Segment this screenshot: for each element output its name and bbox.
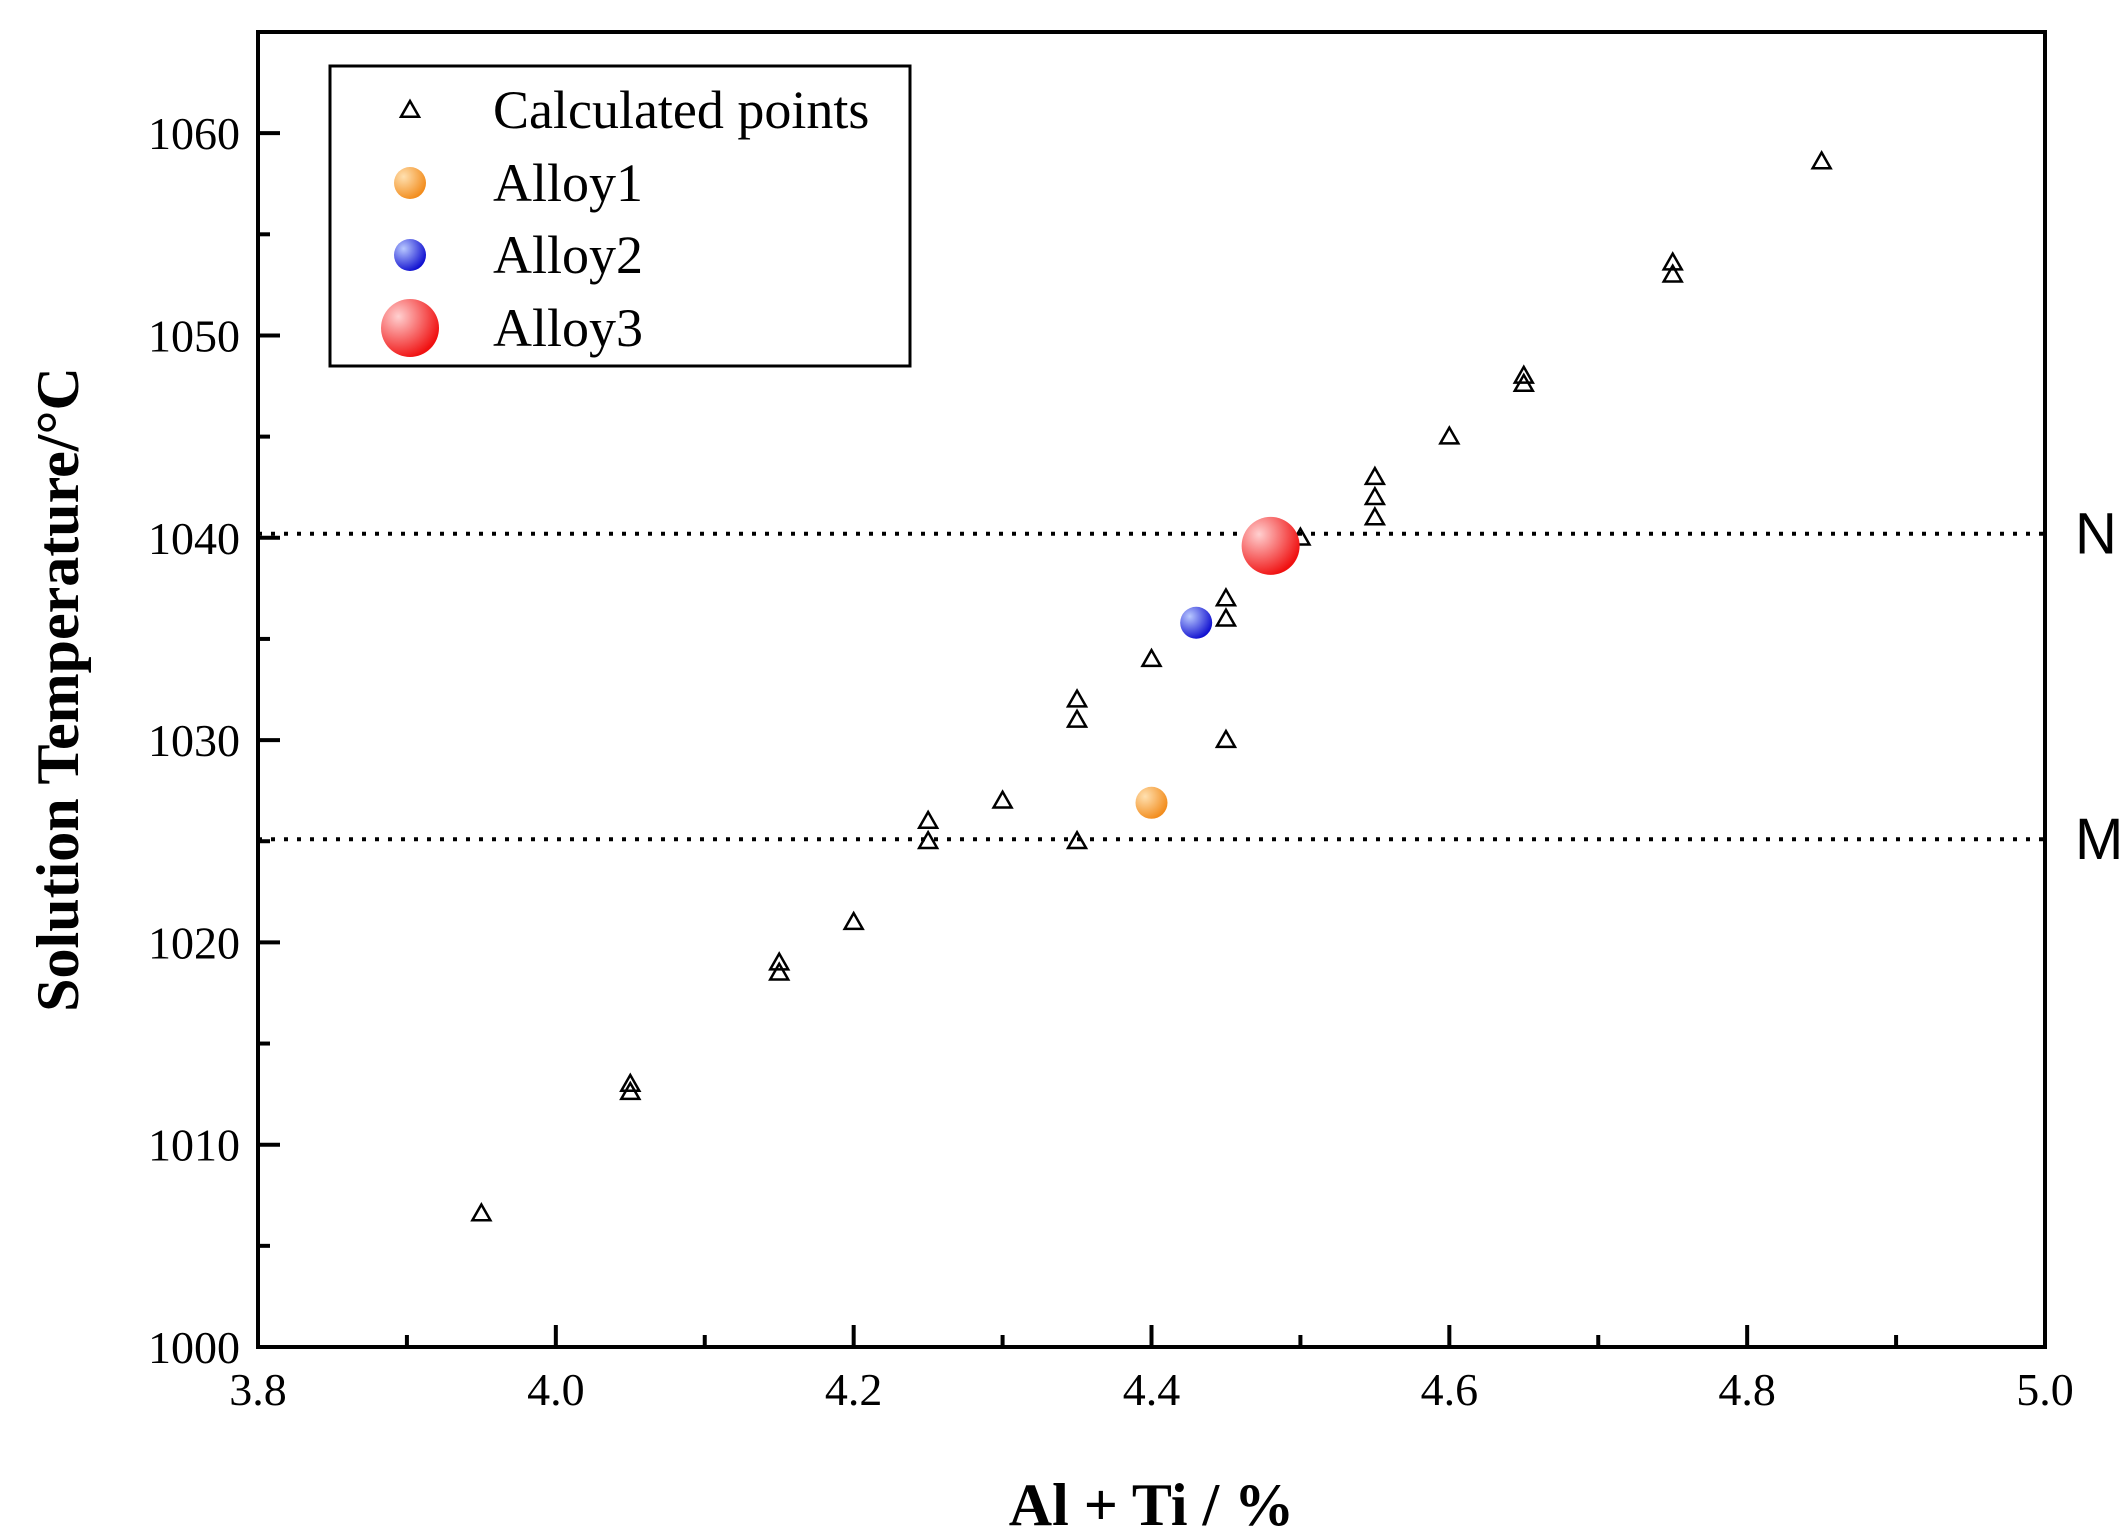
calculated-point	[619, 1072, 642, 1092]
calculated-point	[470, 1201, 493, 1222]
x-tick-label: 4.4	[1123, 1364, 1181, 1415]
legend-marker-alloy3	[381, 299, 439, 357]
y-tick-label: 1040	[148, 513, 240, 564]
calculated-point	[1065, 829, 1089, 850]
x-tick-label: 3.8	[229, 1364, 287, 1415]
calculated-point	[768, 951, 791, 971]
y-tick-label: 1020	[148, 917, 240, 968]
legend-label: Alloy2	[493, 225, 643, 285]
calculated-point	[1214, 728, 1238, 749]
legend: Calculated points Alloy1 Alloy2 Alloy3	[328, 64, 912, 368]
calculated-point	[991, 789, 1014, 809]
calculated-point	[842, 910, 865, 931]
legend-label: Calculated points	[493, 80, 869, 140]
legend-label: Alloy3	[493, 298, 643, 358]
x-tick-label: 4.0	[527, 1364, 585, 1415]
legend-marker-calculated	[398, 98, 422, 118]
reference-label-m: M	[2075, 807, 2123, 872]
alloy2-point	[1180, 606, 1213, 639]
calculated-point	[1363, 485, 1387, 506]
calculated-point	[1065, 688, 1089, 708]
y-tick-label: 1030	[148, 715, 240, 766]
legend-label: Alloy1	[493, 153, 643, 213]
x-axis-title: Al + Ti / %	[1009, 1472, 1294, 1538]
reference-label-n: N	[2075, 502, 2117, 567]
calculated-point	[768, 961, 791, 981]
calculated-point	[916, 809, 940, 829]
calculated-point	[1214, 586, 1238, 607]
reference-lines: NM	[258, 502, 2123, 872]
y-tick-label: 1050	[148, 310, 240, 361]
calculated-point	[1363, 506, 1387, 526]
x-tick-label: 4.8	[1718, 1364, 1776, 1415]
x-tick-label: 4.6	[1421, 1364, 1479, 1415]
calculated-point	[1438, 425, 1461, 445]
alloy3-point	[1241, 516, 1300, 575]
calculated-point	[1810, 149, 1833, 170]
calculated-point	[1512, 364, 1535, 384]
data-points	[470, 149, 1833, 1222]
x-tick-label: 4.2	[825, 1364, 883, 1415]
plot-area-frame	[256, 30, 2047, 1349]
legend-marker-alloy1	[394, 167, 426, 199]
y-tick-label: 1060	[148, 108, 240, 159]
alloy1-point	[1135, 786, 1168, 819]
legend-marker-alloy2	[394, 239, 426, 271]
calculated-point	[1140, 647, 1163, 668]
calculated-point	[1512, 372, 1535, 393]
calculated-point	[1065, 708, 1089, 728]
calculated-point	[1363, 465, 1387, 486]
calculated-point	[1661, 263, 1684, 283]
calculated-point	[1214, 607, 1238, 627]
x-tick-label: 5.0	[2016, 1364, 2074, 1415]
y-tick-label: 1010	[148, 1120, 240, 1171]
y-axis-title: Solution Temperature/°C	[25, 367, 91, 1012]
x-axis-ticks: 3.8 4.0 4.2 4.4 4.6 4.8 5.0	[229, 1325, 2074, 1415]
calculated-point	[916, 829, 940, 850]
calculated-point	[619, 1080, 642, 1101]
calculated-point	[1661, 251, 1684, 271]
y-tick-label: 1000	[148, 1322, 240, 1373]
y-axis-ticks: 1000 1010 1020 1030 1040 1050 1060	[148, 108, 280, 1373]
